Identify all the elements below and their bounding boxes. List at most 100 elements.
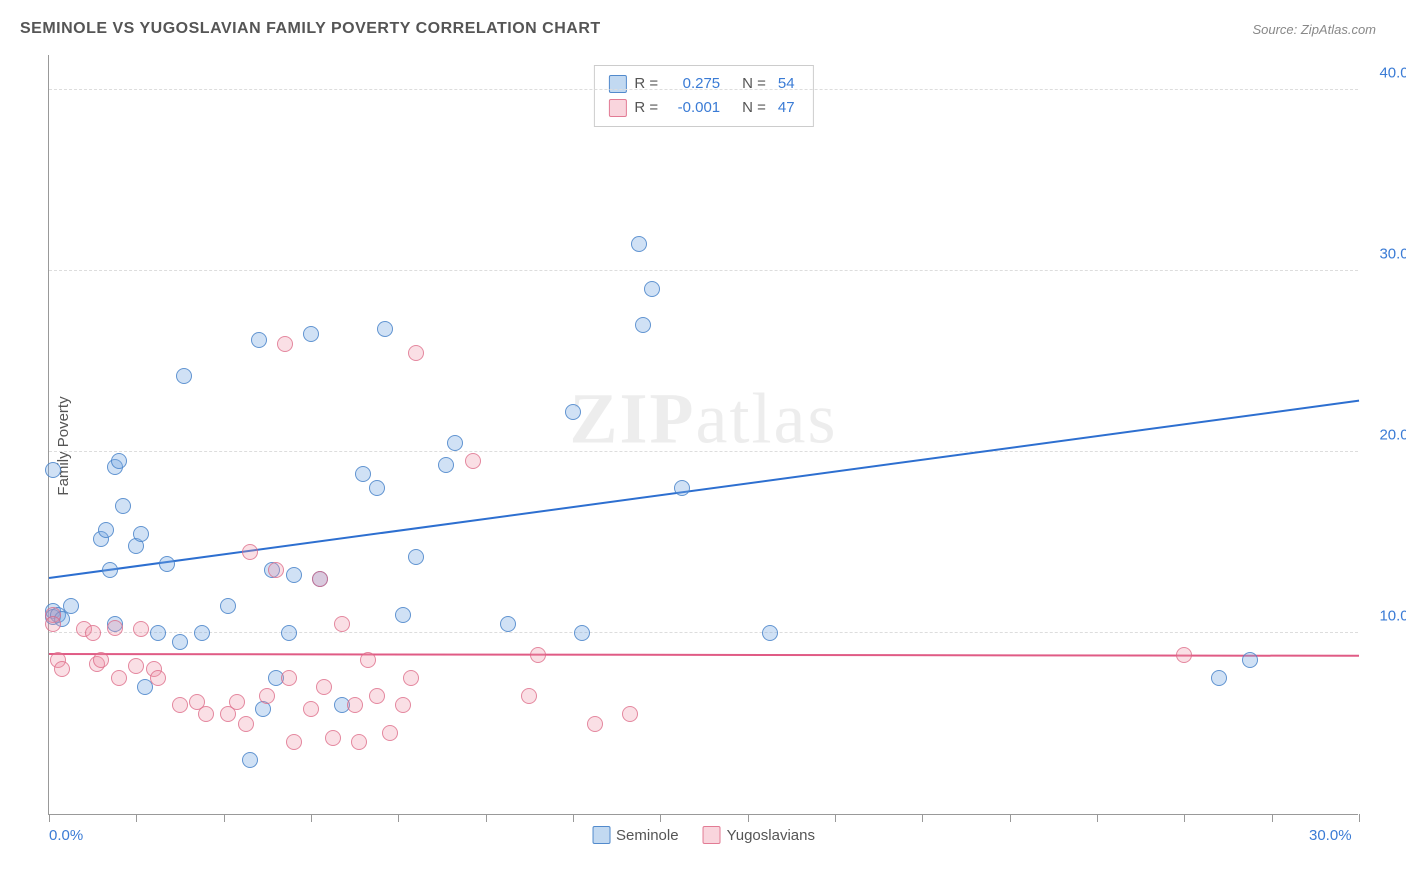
data-point	[644, 281, 660, 297]
data-point	[242, 544, 258, 560]
x-tick	[136, 814, 137, 822]
data-point	[1211, 670, 1227, 686]
data-point	[622, 706, 638, 722]
data-point	[281, 670, 297, 686]
legend-r-value: -0.001	[670, 96, 720, 120]
data-point	[347, 697, 363, 713]
data-point	[395, 607, 411, 623]
data-point	[403, 670, 419, 686]
legend-series: Seminole Yugoslavians	[592, 826, 815, 844]
x-tick	[311, 814, 312, 822]
x-tick	[922, 814, 923, 822]
grid-line	[49, 632, 1358, 633]
data-point	[229, 694, 245, 710]
x-tick	[1097, 814, 1098, 822]
legend-r-label: R =	[634, 72, 658, 96]
legend-n-value: 47	[778, 96, 795, 120]
trend-line	[49, 653, 1359, 657]
x-tick	[1184, 814, 1185, 822]
legend-n-label: N =	[742, 96, 766, 120]
legend-item: Yugoslavians	[703, 826, 815, 844]
data-point	[530, 647, 546, 663]
data-point	[587, 716, 603, 732]
data-point	[150, 625, 166, 641]
legend-r-label: R =	[634, 96, 658, 120]
data-point	[1242, 652, 1258, 668]
data-point	[325, 730, 341, 746]
data-point	[277, 336, 293, 352]
data-point	[172, 634, 188, 650]
data-point	[395, 697, 411, 713]
data-point	[674, 480, 690, 496]
legend-swatch	[608, 75, 626, 93]
data-point	[369, 480, 385, 496]
data-point	[259, 688, 275, 704]
legend-item: Seminole	[592, 826, 679, 844]
data-point	[133, 621, 149, 637]
legend-label: Seminole	[616, 827, 679, 844]
data-point	[574, 625, 590, 641]
data-point	[54, 661, 70, 677]
x-tick	[573, 814, 574, 822]
x-tick	[835, 814, 836, 822]
data-point	[251, 332, 267, 348]
data-point	[281, 625, 297, 641]
data-point	[303, 701, 319, 717]
legend-stat-row: R =0.275N =54	[608, 72, 798, 96]
grid-line	[49, 451, 1358, 452]
source-label: Source: ZipAtlas.com	[1252, 22, 1376, 37]
legend-swatch	[592, 826, 610, 844]
legend-n-value: 54	[778, 72, 795, 96]
watermark-text: ZIPatlas	[570, 378, 838, 461]
data-point	[360, 652, 376, 668]
data-point	[176, 368, 192, 384]
data-point	[133, 526, 149, 542]
data-point	[408, 549, 424, 565]
data-point	[631, 236, 647, 252]
data-point	[115, 498, 131, 514]
data-point	[220, 598, 236, 614]
x-tick	[748, 814, 749, 822]
x-tick-label: 30.0%	[1309, 827, 1352, 844]
data-point	[312, 571, 328, 587]
data-point	[316, 679, 332, 695]
y-tick-label: 20.0%	[1379, 427, 1406, 444]
data-point	[465, 453, 481, 469]
chart-plot-area: ZIPatlas R =0.275N =54R =-0.001N =47 Sem…	[48, 55, 1358, 815]
data-point	[172, 697, 188, 713]
data-point	[377, 321, 393, 337]
data-point	[102, 562, 118, 578]
data-point	[63, 598, 79, 614]
data-point	[238, 716, 254, 732]
data-point	[98, 522, 114, 538]
data-point	[408, 345, 424, 361]
data-point	[45, 616, 61, 632]
data-point	[1176, 647, 1192, 663]
legend-label: Yugoslavians	[727, 827, 815, 844]
legend-swatch	[703, 826, 721, 844]
legend-correlation-box: R =0.275N =54R = -0.001 N = 47	[593, 65, 813, 127]
data-point	[128, 658, 144, 674]
data-point	[268, 562, 284, 578]
data-point	[93, 652, 109, 668]
x-tick	[660, 814, 661, 822]
data-point	[355, 466, 371, 482]
x-tick	[1010, 814, 1011, 822]
data-point	[565, 404, 581, 420]
data-point	[382, 725, 398, 741]
data-point	[107, 620, 123, 636]
data-point	[762, 625, 778, 641]
x-tick	[1272, 814, 1273, 822]
data-point	[111, 453, 127, 469]
data-point	[303, 326, 319, 342]
data-point	[500, 616, 516, 632]
data-point	[369, 688, 385, 704]
data-point	[286, 734, 302, 750]
data-point	[198, 706, 214, 722]
data-point	[438, 457, 454, 473]
legend-swatch	[608, 99, 626, 117]
y-tick-label: 30.0%	[1379, 246, 1406, 263]
x-tick	[49, 814, 50, 822]
data-point	[85, 625, 101, 641]
data-point	[45, 462, 61, 478]
